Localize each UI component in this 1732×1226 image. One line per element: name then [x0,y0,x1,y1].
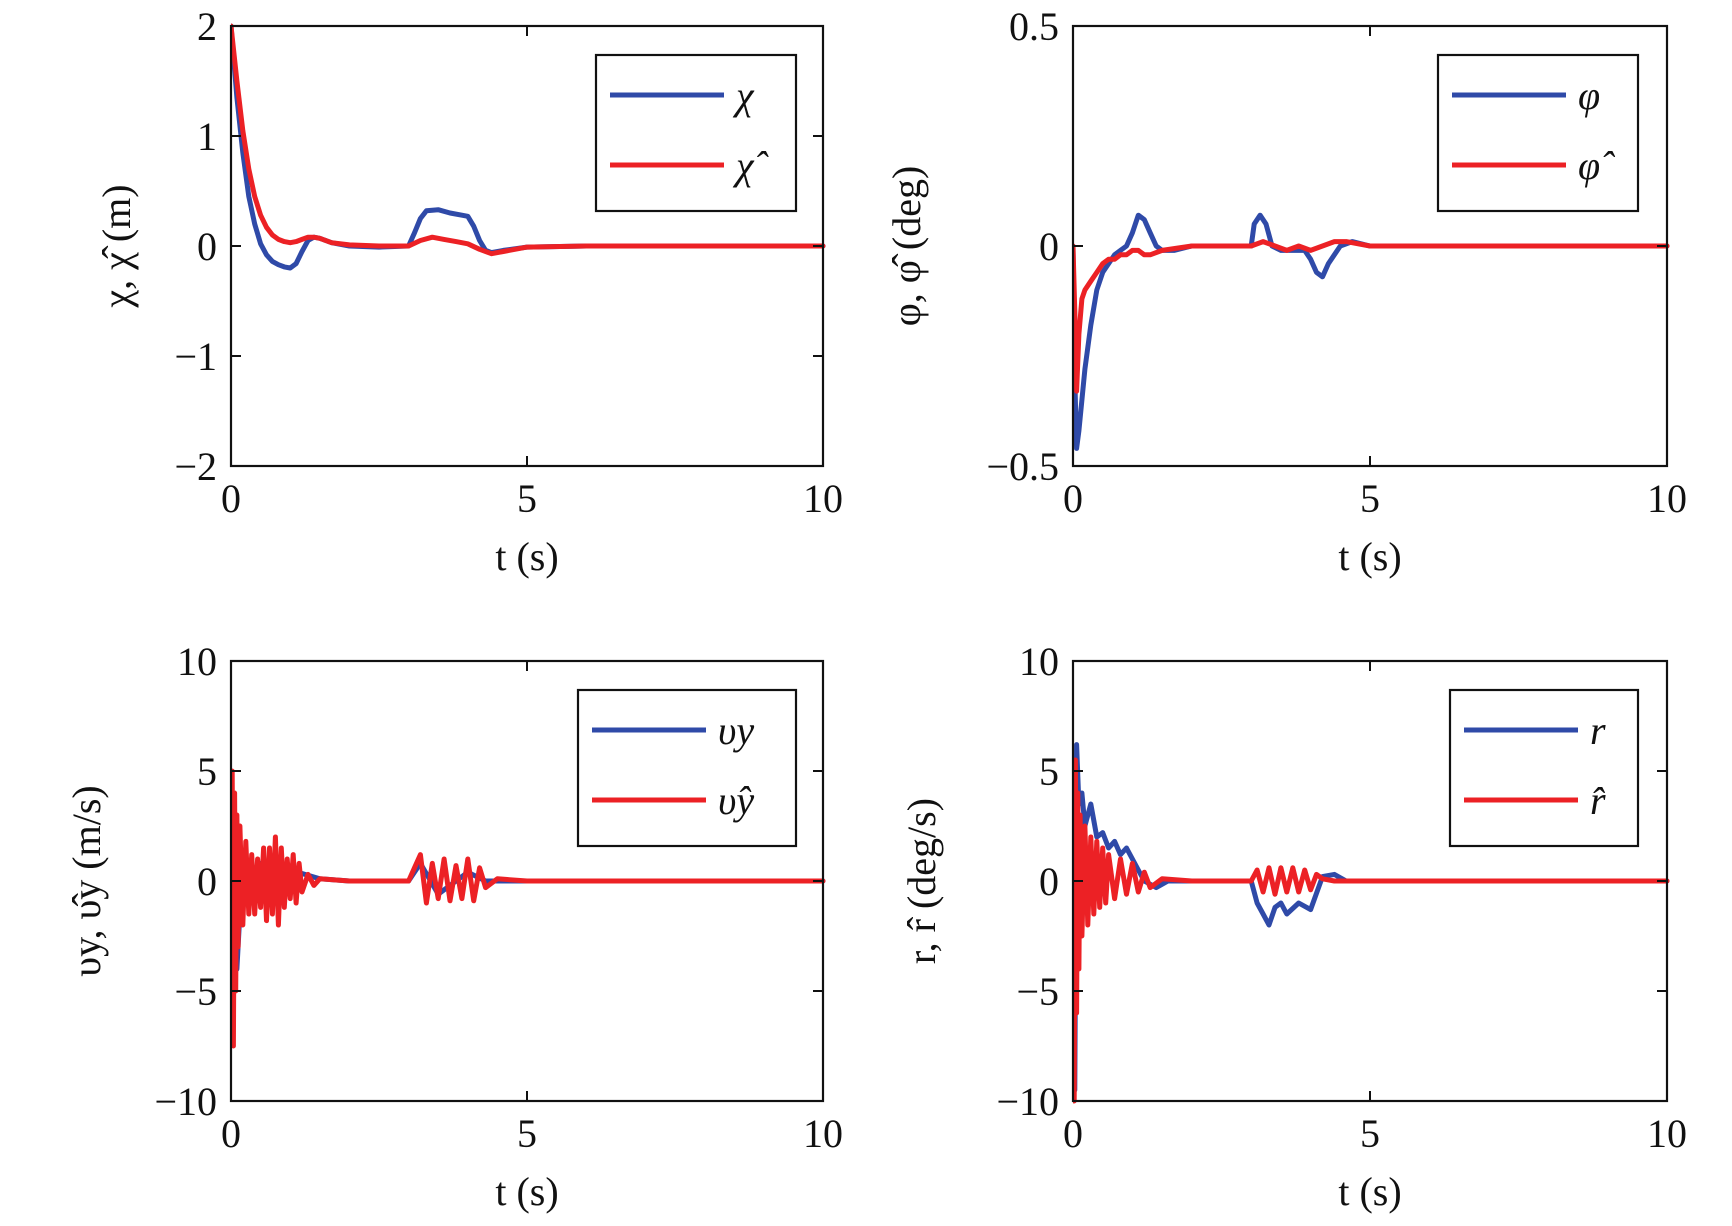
x-tick-label: 0 [1063,476,1083,521]
x-tick-label: 0 [221,1111,241,1156]
x-tick-label: 5 [1360,476,1380,521]
legend-box [576,688,798,848]
x-axis-label: t (s) [495,1169,558,1214]
x-tick-label: 5 [517,1111,537,1156]
legend-box [594,53,798,213]
y-tick-label: −10 [154,1079,217,1124]
y-tick-label: 0 [1039,859,1059,904]
x-axis-label: t (s) [495,534,558,579]
series-line-1 [1073,757,1670,1104]
y-tick-label: 0.5 [1009,4,1059,49]
y-tick-label: 10 [177,639,217,684]
legend: φφ̂ [1436,53,1640,213]
x-tick-label: 10 [803,476,843,521]
y-tick-label: −5 [174,969,217,1014]
legend: χχ̂ [594,53,798,213]
x-tick-label: 0 [1063,1111,1083,1156]
legend-label-0: φ [1578,73,1600,118]
y-axis-label: χ, χ̂ (m) [94,184,139,308]
x-tick-label: 5 [1360,1111,1380,1156]
legend-label-0: υy [718,708,754,753]
y-tick-label: 0 [197,859,217,904]
y-tick-label: 2 [197,4,217,49]
legend: υy υ̂y [576,688,798,848]
y-axis-label: r, r̂ (deg/s) [899,798,944,964]
series-line-1 [1073,239,1670,394]
x-tick-label: 0 [221,476,241,521]
series-line-1 [231,768,826,1049]
x-axis-label: t (s) [1338,534,1401,579]
y-tick-label: −2 [174,444,217,489]
x-tick-label: 10 [1647,1111,1687,1156]
x-tick-label: 10 [1647,476,1687,521]
y-tick-label: 10 [1019,639,1059,684]
legend-box [1436,53,1640,213]
y-tick-label: −5 [1016,969,1059,1014]
legend-box [1448,688,1640,848]
y-axis-label: υy, υ̂y (m/s) [64,785,109,976]
chart-r: 0 5 10 −10 −5 0 5 10 t (s) r, r̂ (deg/s) r r̂ [899,639,1687,1214]
x-axis-label: t (s) [1338,1169,1401,1214]
chart-vy: 0 5 10 −10 −5 0 5 10 t (s) υy, υ̂y (m/s) υy υ̂y [64,639,843,1214]
series-line-1 [231,23,826,257]
legend-label-0: r [1590,708,1606,753]
y-tick-label: 5 [1039,749,1059,794]
y-tick-label: 0 [1039,224,1059,269]
legend-label-1: υ̂y [718,778,754,823]
y-axis-label: φ, φ̂ (deg) [884,166,929,327]
legend: r r̂ [1448,688,1640,848]
x-tick-label: 5 [517,476,537,521]
y-tick-label: −0.5 [986,444,1059,489]
chart-chi: 0 5 10 −2 −1 0 1 2 t (s) χ, χ̂ (m) χχ̂ [94,4,843,579]
chart-phi: 0 5 10−0.500.5t (s)φ, φ̂ (deg)φφ̂ [884,4,1687,579]
legend-label-1: r̂ [1590,778,1606,823]
series-line-0 [1073,742,1670,1093]
y-tick-label: 1 [197,114,217,159]
legend-label-0: χ [732,73,755,118]
y-tick-label: 5 [197,749,217,794]
y-tick-label: 0 [197,224,217,269]
y-tick-label: −10 [996,1079,1059,1124]
x-tick-label: 10 [803,1111,843,1156]
y-tick-label: −1 [174,334,217,379]
